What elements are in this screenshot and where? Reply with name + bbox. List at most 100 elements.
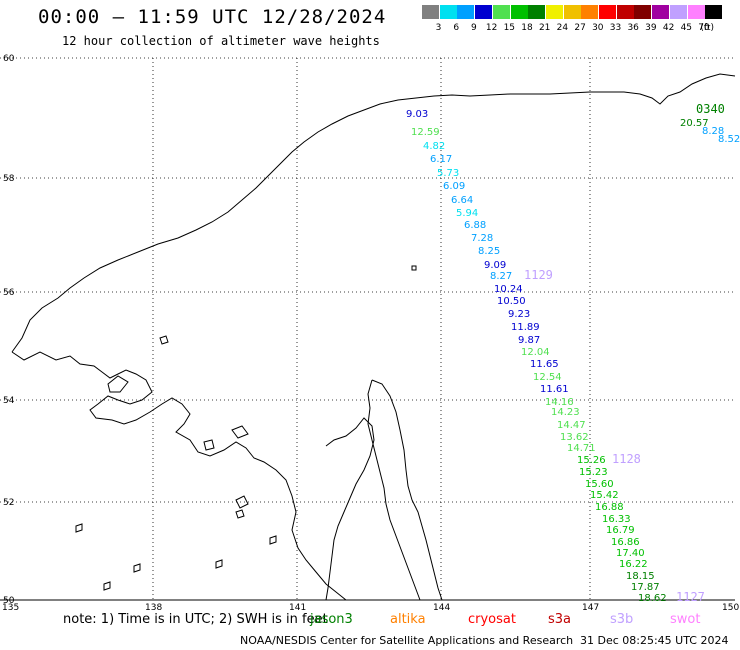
scale-label: 9 (471, 23, 477, 33)
pass-time: 1127 (676, 590, 705, 604)
swh-value: 7.28 (471, 233, 493, 244)
swh-value: 6.64 (451, 195, 473, 206)
swh-value: 16.88 (595, 502, 624, 513)
scale-label: 36 (627, 23, 639, 33)
longitude-label: 147 (582, 603, 599, 613)
longitude-label: 135 (2, 603, 19, 613)
pass-time: 1128 (612, 452, 641, 466)
swh-value: 15.23 (579, 467, 608, 478)
swh-value: 14.16 (545, 397, 574, 408)
coastline-tatar-strait (325, 417, 375, 601)
scale-swatch (669, 5, 687, 19)
scale-label: 70 (698, 23, 710, 33)
satellite-s3b: s3b (610, 612, 634, 627)
swh-value: 15.60 (585, 479, 614, 490)
scale-swatch (510, 5, 528, 19)
scale-label: 21 (538, 23, 551, 33)
scale-swatch (439, 5, 457, 19)
satellite-jason3: jason3 (310, 612, 353, 627)
scale-label: 3 (435, 23, 442, 33)
swh-value: 10.50 (497, 296, 526, 307)
footer-note: note: 1) Time is in UTC; 2) SWH is in fe… (63, 612, 328, 627)
swh-value: 16.79 (606, 525, 635, 536)
swh-value: 14.71 (567, 443, 596, 454)
swh-value: 8.52 (718, 134, 740, 145)
pass-time: 0340 (696, 102, 725, 116)
swh-value: 12.59 (411, 127, 440, 138)
swh-value: 6.09 (443, 181, 465, 192)
latitude-label: 58 (3, 174, 15, 184)
swh-value: 16.22 (619, 559, 648, 570)
scale-swatch (457, 5, 475, 19)
scale-swatch (563, 5, 581, 19)
scale-swatch (616, 5, 634, 19)
swh-value: 17.40 (616, 548, 645, 559)
latitude-label: 52 (3, 498, 14, 508)
scale-swatch (528, 5, 546, 19)
swh-value: 11.61 (540, 384, 569, 395)
scale-swatch (475, 5, 493, 19)
scale-swatch (634, 5, 652, 19)
swh-value: 8.25 (478, 246, 500, 257)
longitude-labels: 135 138 141 144 147 150 (2, 603, 739, 613)
scale-swatch (705, 5, 723, 19)
swh-value: 12.04 (521, 347, 550, 358)
scale-swatch (687, 5, 705, 19)
pass-time-labels: 1129 1128 1127 0340 (524, 102, 725, 604)
swh-value: 9.03 (406, 109, 428, 120)
graticule (0, 57, 735, 600)
credit-line: NOAA/NESDIS Center for Satellite Applica… (240, 634, 574, 647)
satellite-s3a: s3a (548, 612, 572, 627)
swh-value: 11.89 (511, 322, 540, 333)
scale-label: 6 (453, 23, 460, 33)
pass-time: 1129 (524, 268, 553, 282)
scale-swatch (545, 5, 563, 19)
swh-value: 16.33 (602, 514, 631, 525)
swh-value: 18.62 (638, 593, 667, 604)
latitude-label: 56 (3, 288, 15, 298)
swh-value: 10.24 (494, 284, 523, 295)
scale-label: 33 (609, 23, 622, 33)
scale-label: 30 (592, 23, 604, 33)
longitude-label: 144 (433, 603, 450, 613)
longitude-label: 138 (145, 603, 162, 613)
map-subtitle: 12 hour collection of altimeter wave hei… (62, 34, 380, 48)
swh-value: 5.73 (437, 168, 459, 179)
swh-value: 8.27 (490, 271, 512, 282)
longitude-label: 141 (289, 603, 306, 613)
map-title: 00:00 — 11:59 UTC 12/28/2024 (38, 6, 387, 28)
swh-value: 9.87 (518, 335, 540, 346)
latitude-label: 60 (3, 54, 15, 64)
swh-value: 4.82 (423, 141, 445, 152)
swh-value: 20.57 (680, 118, 709, 129)
scale-label: 24 (556, 23, 569, 33)
swh-value: 9.23 (508, 309, 530, 320)
swh-value: 18.15 (626, 571, 655, 582)
swh-value: 6.17 (430, 154, 452, 165)
swh-value: 14.23 (551, 407, 580, 418)
swh-value: 15.42 (590, 490, 619, 501)
scale-label: 45 (680, 23, 693, 33)
satellite-swot: swot (670, 612, 701, 627)
coastline-north (11, 73, 736, 353)
longitude-label: 150 (722, 603, 739, 613)
scale-label: 15 (503, 23, 516, 33)
sakhalin-island (367, 379, 443, 601)
swh-value: 13.62 (560, 432, 589, 443)
scale-label: 39 (645, 23, 657, 33)
scale-label: 42 (662, 23, 675, 33)
scale-label: 27 (574, 23, 586, 33)
small-islands (75, 265, 417, 591)
swh-value: 11.65 (530, 359, 559, 370)
swh-value: 9.09 (484, 260, 506, 271)
satellite-cryosat: cryosat (468, 612, 516, 627)
altimeter-track: 9.03 12.59 4.82 6.17 5.73 6.09 6.64 5.946.88 7.2… (406, 109, 667, 604)
swh-value: 15.26 (577, 455, 606, 466)
scale-unit: (ft) (700, 23, 714, 33)
scale-label: 18 (521, 23, 533, 33)
swh-value: 16.86 (611, 537, 640, 548)
swh-value: 5.94 (456, 208, 478, 219)
generated-timestamp: 31 Dec 08:25:45 UTC 2024 (580, 634, 729, 647)
scale-swatch (599, 5, 616, 19)
